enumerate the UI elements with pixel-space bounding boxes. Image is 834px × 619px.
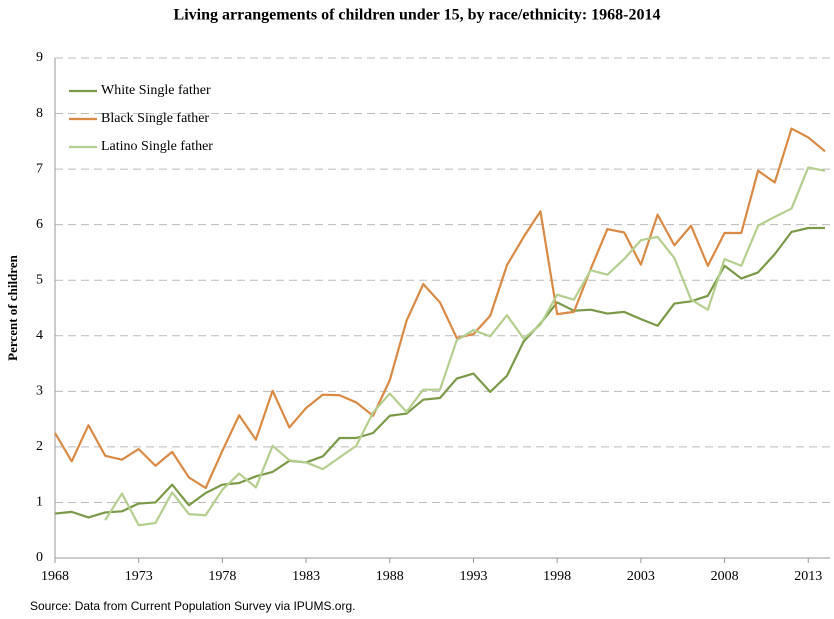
y-tick-label: 5 [36,272,43,287]
legend-label: Black Single father [101,111,209,126]
legend-label: White Single father [101,83,211,98]
series-line [104,166,826,527]
x-tick-label: 2013 [794,569,822,584]
x-tick-label: 1978 [208,569,236,584]
y-tick-label: 3 [36,384,43,399]
x-tick-label: 1993 [459,569,487,584]
x-tick-label: 1988 [376,569,404,584]
y-tick-label: 8 [36,106,43,121]
source-note: Source: Data from Current Population Sur… [30,599,355,613]
x-tick-label: 1998 [543,569,571,584]
x-tick-label: 1983 [292,569,320,584]
series-line [54,226,825,519]
x-tick-label: 1973 [125,569,153,584]
x-tick-label: 2008 [711,569,739,584]
y-tick-label: 0 [36,550,43,565]
y-tick-label: 6 [36,217,43,232]
y-tick-label: 7 [36,161,43,176]
x-tick-label: 2003 [627,569,655,584]
legend-label: Latino Single father [101,139,213,154]
y-tick-label: 4 [36,328,43,343]
y-axis-label: Percent of children [5,254,20,360]
y-tick-label: 9 [36,50,43,65]
y-tick-label: 1 [36,495,43,510]
y-tick-label: 2 [36,439,43,454]
x-tick-label: 1968 [41,569,69,584]
chart-title: Living arrangements of children under 15… [174,7,661,24]
series-line [54,127,826,490]
